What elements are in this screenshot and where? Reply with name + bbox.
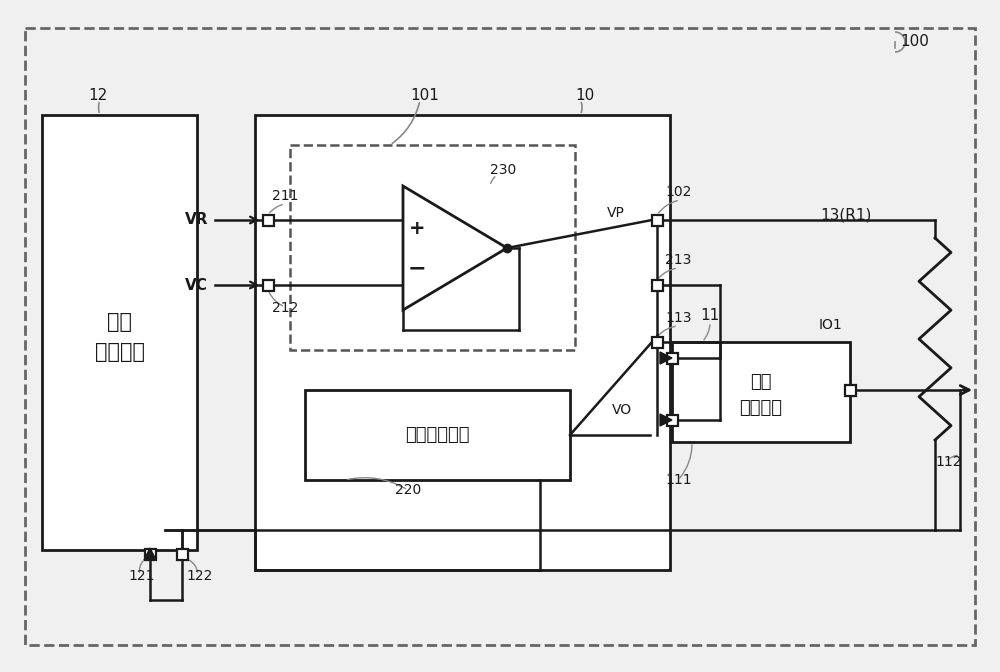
Text: 112: 112 [935, 455, 962, 469]
Text: VR: VR [184, 212, 208, 228]
Text: 100: 100 [900, 34, 929, 50]
Polygon shape [403, 186, 507, 310]
Text: VP: VP [607, 206, 625, 220]
Bar [666, 353, 678, 364]
Text: 11: 11 [700, 308, 719, 323]
Text: IO1: IO1 [818, 318, 842, 332]
Text: VO: VO [612, 403, 632, 417]
Text: 10: 10 [575, 87, 594, 103]
Text: 第二: 第二 [107, 312, 132, 333]
Text: 101: 101 [410, 87, 439, 103]
Bar [255, 115, 670, 570]
Text: 电压转换单元: 电压转换单元 [405, 426, 470, 444]
Bar [666, 415, 678, 425]
Bar [262, 214, 274, 226]
Bar [652, 337, 662, 347]
Text: 122: 122 [186, 569, 212, 583]
Text: 220: 220 [395, 483, 421, 497]
Polygon shape [144, 548, 156, 560]
Text: 121: 121 [128, 569, 154, 583]
Bar [305, 390, 570, 480]
Text: 102: 102 [665, 185, 691, 199]
Text: 集成电路: 集成电路 [94, 343, 144, 362]
Polygon shape [660, 352, 672, 364]
Bar [176, 548, 188, 560]
Text: 13(R1): 13(R1) [820, 208, 871, 222]
Text: 230: 230 [490, 163, 516, 177]
Bar [672, 342, 850, 442]
Text: VC: VC [185, 278, 208, 292]
Text: 212: 212 [272, 301, 298, 315]
Text: 111: 111 [665, 473, 692, 487]
Bar [652, 280, 662, 290]
Bar [144, 548, 156, 560]
Polygon shape [660, 414, 672, 426]
Text: +: + [409, 218, 425, 237]
Bar [290, 145, 575, 350]
Bar [652, 214, 662, 226]
Text: −: − [408, 258, 426, 278]
Bar [42, 115, 197, 550]
Text: 第一: 第一 [750, 373, 772, 391]
Bar [844, 384, 856, 396]
Text: 213: 213 [665, 253, 691, 267]
Text: 211: 211 [272, 189, 298, 203]
Text: 12: 12 [88, 87, 107, 103]
Text: 113: 113 [665, 311, 692, 325]
Bar [262, 280, 274, 290]
Text: 集成电路: 集成电路 [740, 399, 782, 417]
